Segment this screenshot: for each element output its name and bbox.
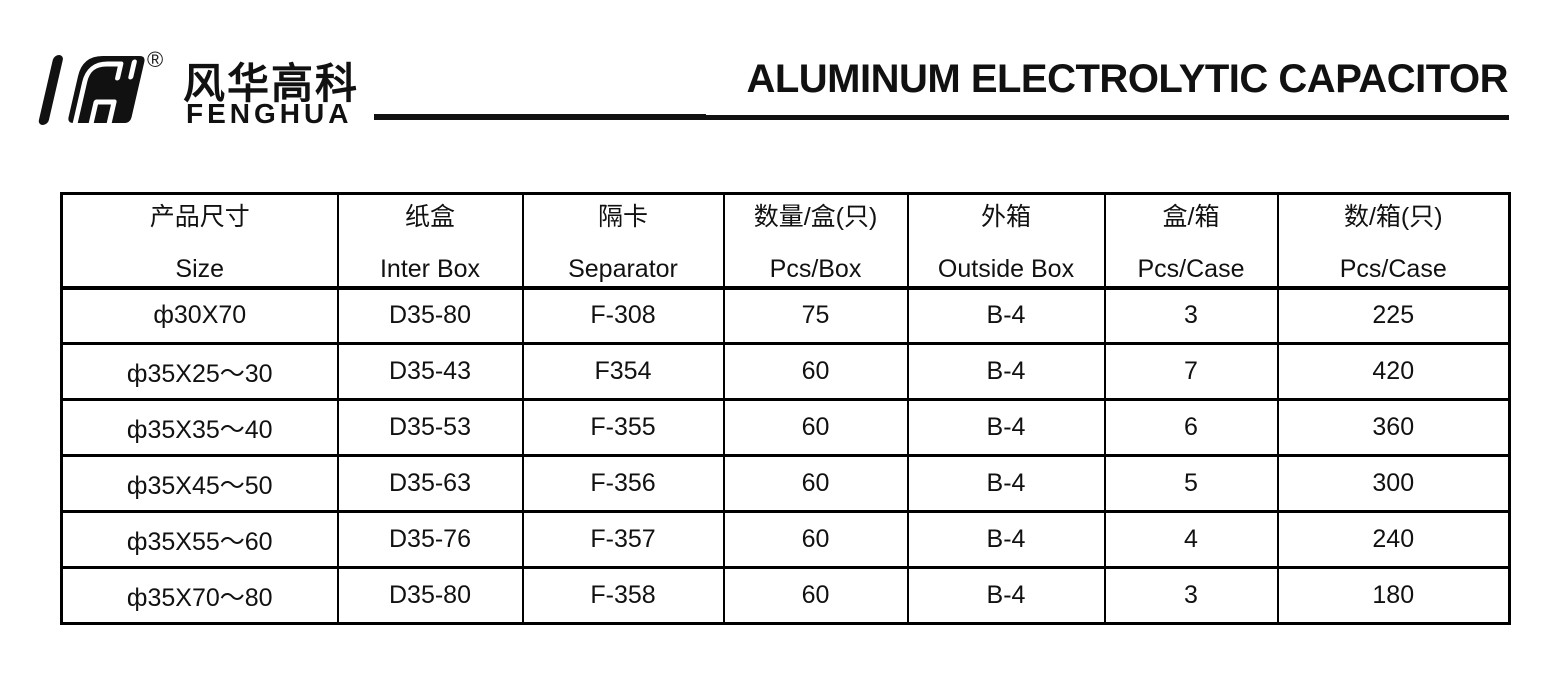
- column-header-outside-box-en: Outside Box: [937, 254, 1075, 283]
- column-header-inter-box-en: Inter Box: [379, 254, 481, 283]
- cell-boxes-per-case: 4: [1103, 510, 1279, 569]
- table-header: 产品尺寸 Size 纸盒 Inter Box 隔卡 Separator 数量/盒…: [60, 192, 1511, 290]
- cell-outside-box: B-4: [906, 510, 1106, 569]
- column-header-separator-en: Separator: [568, 254, 678, 283]
- column-header-boxes-per-case: 盒/箱 Pcs/Case: [1103, 192, 1279, 290]
- cell-inter-box: D35-80: [336, 286, 524, 345]
- cell-inter-box: D35-53: [336, 398, 524, 457]
- cell-boxes-per-case: 3: [1103, 566, 1279, 625]
- cell-pcs-per-case: 420: [1276, 342, 1511, 401]
- cell-inter-box: D35-63: [336, 454, 524, 513]
- cell-outside-box: B-4: [906, 454, 1106, 513]
- table-row: ф30X70 D35-80 F-308 75 B-4 3 225: [60, 286, 1511, 345]
- column-header-boxes-per-case-en: Pcs/Case: [1137, 254, 1245, 283]
- cell-pcs-per-case: 180: [1276, 566, 1511, 625]
- column-header-inter-box-cn: 纸盒: [404, 202, 455, 231]
- column-header-pcs-per-box-cn: 数量/盒(只): [753, 202, 878, 231]
- cell-inter-box: D35-80: [336, 566, 524, 625]
- column-header-separator-cn: 隔卡: [597, 202, 648, 231]
- brand-name-chinese: 风华高科: [183, 60, 360, 107]
- cell-pcs-per-box: 60: [722, 566, 909, 625]
- cell-pcs-per-case: 300: [1276, 454, 1511, 513]
- column-header-pcs-per-box-en: Pcs/Box: [769, 254, 862, 283]
- cell-separator: F-308: [521, 286, 725, 345]
- table-row: ф35X35～40 D35-53 F-355 60 B-4 6 360: [60, 398, 1511, 457]
- column-header-inter-box: 纸盒 Inter Box: [336, 192, 524, 290]
- header-row: 产品尺寸 Size 纸盒 Inter Box 隔卡 Separator 数量/盒…: [60, 192, 1511, 290]
- brand-rule: [374, 114, 706, 120]
- cell-size: ф35X25～30: [60, 342, 339, 401]
- cell-pcs-per-case: 240: [1276, 510, 1511, 569]
- cell-pcs-per-box: 60: [722, 454, 909, 513]
- cell-outside-box: B-4: [906, 566, 1106, 625]
- cell-outside-box: B-4: [906, 342, 1106, 401]
- cell-pcs-per-box: 60: [722, 342, 909, 401]
- cell-boxes-per-case: 5: [1103, 454, 1279, 513]
- table-row: ф35X55～60 D35-76 F-357 60 B-4 4 240: [60, 510, 1511, 569]
- cell-size: ф35X35～40: [60, 398, 339, 457]
- table-row: ф35X45～50 D35-63 F-356 60 B-4 5 300: [60, 454, 1511, 513]
- fenghua-logo-icon: [38, 55, 145, 126]
- table-row: ф35X70～80 D35-80 F-358 60 B-4 3 180: [60, 566, 1511, 625]
- cell-separator: F-356: [521, 454, 725, 513]
- cell-boxes-per-case: 6: [1103, 398, 1279, 457]
- title-rule: [706, 115, 1509, 120]
- column-header-pcs-per-box: 数量/盒(只) Pcs/Box: [722, 192, 909, 290]
- cell-pcs-per-box: 60: [722, 510, 909, 569]
- column-header-size-en: Size: [175, 254, 225, 283]
- cell-size: ф35X45～50: [60, 454, 339, 513]
- cell-pcs-per-box: 75: [722, 286, 909, 345]
- cell-separator: F-355: [521, 398, 725, 457]
- table-row: ф35X25～30 D35-43 F354 60 B-4 7 420: [60, 342, 1511, 401]
- cell-inter-box: D35-43: [336, 342, 524, 401]
- column-header-outside-box: 外箱 Outside Box: [906, 192, 1106, 290]
- cell-outside-box: B-4: [906, 398, 1106, 457]
- column-header-outside-box-cn: 外箱: [980, 202, 1031, 231]
- column-header-size-cn: 产品尺寸: [149, 202, 250, 231]
- cell-separator: F-357: [521, 510, 725, 569]
- column-header-size: 产品尺寸 Size: [60, 192, 339, 290]
- registered-trademark-icon: ®: [147, 47, 164, 72]
- cell-pcs-per-case: 360: [1276, 398, 1511, 457]
- table-body: ф30X70 D35-80 F-308 75 B-4 3 225 ф35X25～…: [60, 286, 1511, 625]
- column-header-pcs-per-case-cn: 数/箱(只): [1343, 202, 1443, 231]
- cell-pcs-per-case: 225: [1276, 286, 1511, 345]
- column-header-separator: 隔卡 Separator: [521, 192, 725, 290]
- cell-size: ф35X70～80: [60, 566, 339, 625]
- cell-outside-box: B-4: [906, 286, 1106, 345]
- cell-separator: F354: [521, 342, 725, 401]
- cell-boxes-per-case: 7: [1103, 342, 1279, 401]
- column-header-pcs-per-case: 数/箱(只) Pcs/Case: [1276, 192, 1511, 290]
- column-header-boxes-per-case-cn: 盒/箱: [1162, 202, 1220, 231]
- packaging-table: 产品尺寸 Size 纸盒 Inter Box 隔卡 Separator 数量/盒…: [60, 192, 1511, 625]
- brand-name-english: FENGHUA: [186, 98, 353, 129]
- page-title: ALUMINUM ELECTROLYTIC CAPACITOR: [746, 57, 1508, 101]
- cell-boxes-per-case: 3: [1103, 286, 1279, 345]
- cell-separator: F-358: [521, 566, 725, 625]
- cell-size: ф35X55～60: [60, 510, 339, 569]
- cell-inter-box: D35-76: [336, 510, 524, 569]
- cell-pcs-per-box: 60: [722, 398, 909, 457]
- cell-size: ф30X70: [60, 286, 339, 345]
- column-header-pcs-per-case-en: Pcs/Case: [1339, 254, 1447, 283]
